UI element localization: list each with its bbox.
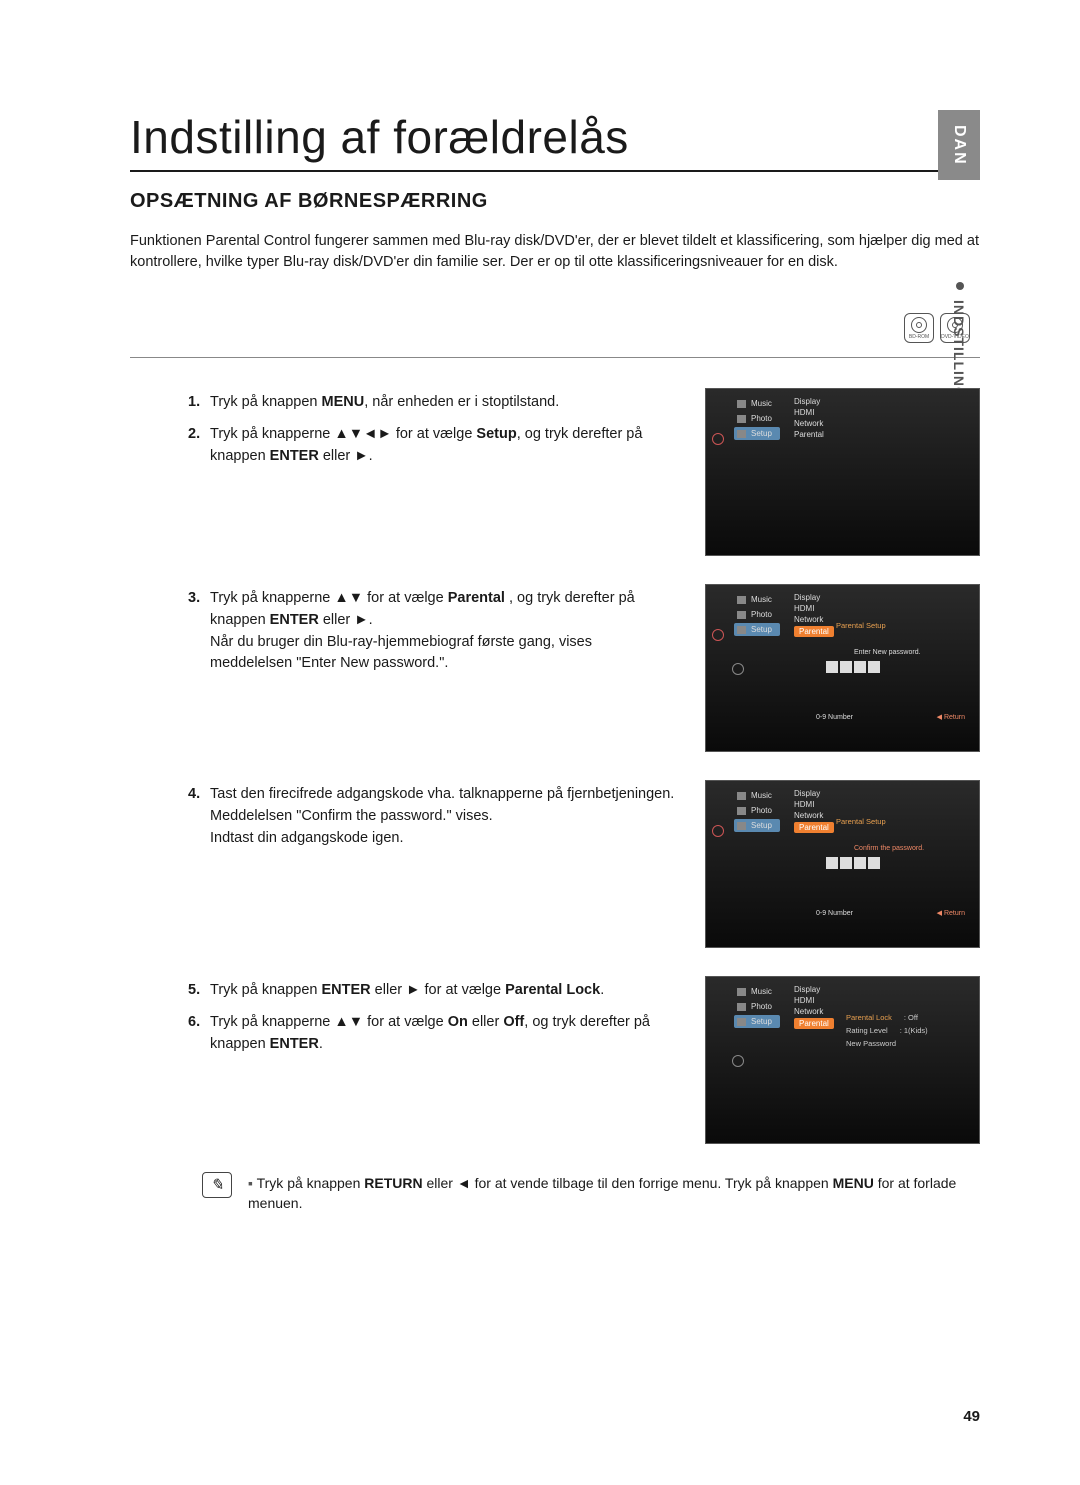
intro-paragraph: Funktionen Parental Control fungerer sam… — [130, 231, 980, 273]
page-number: 49 — [963, 1408, 980, 1425]
step-block-4: 5. Tryk på knappen ENTER eller ► for at … — [130, 976, 980, 1144]
step-1: 1. Tryk på knappen MENU, når enheden er … — [188, 392, 675, 414]
step-6: 6. Tryk på knapperne ▲▼ for at vælge On … — [188, 1012, 675, 1056]
step-3: 3. Tryk på knapperne ▲▼ for at vælge Par… — [188, 588, 675, 675]
section-title: OPSÆTNING AF BØRNESPÆRRING — [130, 190, 980, 213]
step-4: 4. Tast den firecifrede adgangskode vha.… — [188, 784, 675, 849]
side-bullet — [956, 282, 964, 290]
screenshot-1: Music Photo Setup Display HDMI Network P… — [705, 388, 980, 556]
step-5: 5. Tryk på knappen ENTER eller ► for at … — [188, 980, 675, 1002]
note-icon: ✎ — [202, 1172, 232, 1198]
step-block-2: 3. Tryk på knapperne ▲▼ for at vælge Par… — [130, 584, 980, 752]
divider — [130, 357, 980, 358]
step-2: 2. Tryk på knapperne ▲▼◄► for at vælge S… — [188, 424, 675, 468]
page-title: Indstilling af forældrelås — [130, 110, 980, 172]
screenshot-3: Music Photo Setup Display HDMI Network P… — [705, 780, 980, 948]
step-block-1: 1. Tryk på knappen MENU, når enheden er … — [130, 388, 980, 556]
note-text: Tryk på knappen RETURN eller ◄ for at ve… — [248, 1172, 980, 1213]
bdrom-icon: BD-ROM — [904, 313, 934, 343]
note-block: ✎ Tryk på knappen RETURN eller ◄ for at … — [130, 1172, 980, 1213]
language-tab: DAN — [938, 110, 980, 180]
step-block-3: 4. Tast den firecifrede adgangskode vha.… — [130, 780, 980, 948]
screenshot-4: Music Photo Setup Display HDMI Network P… — [705, 976, 980, 1144]
screenshot-2: Music Photo Setup Display HDMI Network P… — [705, 584, 980, 752]
disc-icons-row: BD-ROM DVD-VIDEO — [130, 313, 980, 343]
